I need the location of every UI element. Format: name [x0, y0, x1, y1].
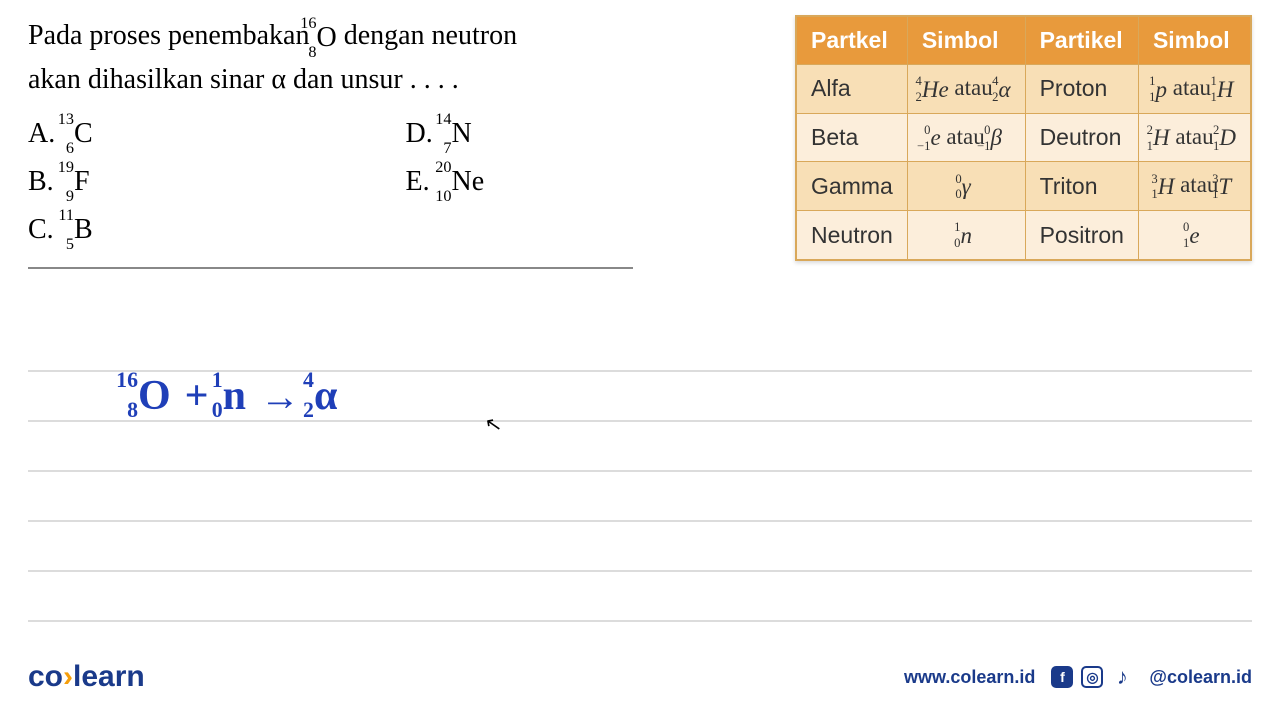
hw-alpha: 42α — [314, 372, 337, 420]
th-1: Partkel — [796, 16, 907, 65]
table-row: Gamma00γTriton31H atau31T — [796, 162, 1251, 211]
handwriting-equation: 168O + 10n → 42α — [138, 372, 337, 420]
particle-symbol: 01e — [1138, 211, 1251, 260]
particle-name: Neutron — [796, 211, 907, 260]
hw-n: 10n — [223, 372, 246, 420]
q-text-1: Pada proses penembakan — [28, 20, 316, 51]
logo: co›learn — [28, 660, 145, 694]
social-icons: f ◎ ♪ — [1051, 666, 1133, 688]
notebook-line — [28, 572, 1252, 622]
question-row: Pada proses penembakan 168O dengan neutr… — [28, 15, 1252, 261]
particle-symbol: 21H atau 21D — [1138, 113, 1251, 162]
particle-name: Beta — [796, 113, 907, 162]
hw-O: 168O — [138, 372, 171, 420]
answer-list: A.136C D.147N B.199F E.2010Ne C.115B — [28, 113, 783, 251]
instagram-icon: ◎ — [1081, 666, 1103, 688]
particle-name: Triton — [1025, 162, 1138, 211]
nuc-c: 115B — [74, 209, 93, 251]
particle-symbol: 00γ — [907, 162, 1025, 211]
notebook-line — [28, 322, 1252, 372]
logo-sep: › — [63, 660, 73, 693]
logo-co: co — [28, 660, 63, 693]
particle-name: Alfa — [796, 65, 907, 114]
table-header-row: Partkel Simbol Partikel Simbol — [796, 16, 1251, 65]
divider-line — [28, 267, 633, 269]
notebook-area: 168O + 10n → 42α — [28, 322, 1252, 622]
logo-learn: learn — [73, 660, 145, 693]
particle-symbol: 42He atau 42α — [907, 65, 1025, 114]
footer-right: www.colearn.id f ◎ ♪ @colearn.id — [904, 666, 1252, 688]
tiktok-icon: ♪ — [1111, 666, 1133, 688]
nuc-d: 147N — [452, 113, 472, 155]
q-text-2: dengan neutron — [337, 20, 517, 51]
particle-name: Gamma — [796, 162, 907, 211]
nuc-b: 199F — [74, 161, 90, 203]
nuc-a: 136C — [74, 113, 93, 155]
particle-symbol: 31H atau31T — [1138, 162, 1251, 211]
hw-arrow: → — [260, 373, 300, 420]
content-area: Pada proses penembakan 168O dengan neutr… — [0, 0, 1280, 261]
table-row: Alfa42He atau 42αProton11p atau 11H — [796, 65, 1251, 114]
notebook-line — [28, 522, 1252, 572]
footer-handle: @colearn.id — [1149, 667, 1252, 688]
particle-symbol: 10n — [907, 211, 1025, 260]
answer-e: E.2010Ne — [406, 161, 784, 203]
particle-name: Proton — [1025, 65, 1138, 114]
particle-table: Partkel Simbol Partikel Simbol Alfa42He … — [795, 15, 1252, 261]
q-text-3: akan dihasilkan sinar α dan unsur . . . … — [28, 64, 459, 95]
question-block: Pada proses penembakan 168O dengan neutr… — [28, 15, 783, 251]
nuc-e: 2010Ne — [452, 161, 485, 203]
footer: co›learn www.colearn.id f ◎ ♪ @colearn.i… — [28, 660, 1252, 694]
answer-c: C.115B — [28, 209, 406, 251]
table-row: Neutron10nPositron01e — [796, 211, 1251, 260]
answer-b: B.199F — [28, 161, 406, 203]
facebook-icon: f — [1051, 666, 1073, 688]
notebook-line — [28, 472, 1252, 522]
q-nuclide: 168O — [316, 17, 336, 59]
particle-symbol: 0−1e atau 0−1β — [907, 113, 1025, 162]
footer-url: www.colearn.id — [904, 667, 1035, 688]
particle-name: Deutron — [1025, 113, 1138, 162]
th-3: Partikel — [1025, 16, 1138, 65]
particle-symbol: 11p atau 11H — [1138, 65, 1251, 114]
answer-d: D.147N — [406, 113, 784, 155]
hw-plus: + — [185, 372, 209, 420]
answer-a: A.136C — [28, 113, 406, 155]
table-row: Beta0−1e atau 0−1βDeutron21H atau 21D — [796, 113, 1251, 162]
question-text: Pada proses penembakan 168O dengan neutr… — [28, 15, 783, 101]
notebook-line — [28, 422, 1252, 472]
particle-name: Positron — [1025, 211, 1138, 260]
th-4: Simbol — [1138, 16, 1251, 65]
th-2: Simbol — [907, 16, 1025, 65]
